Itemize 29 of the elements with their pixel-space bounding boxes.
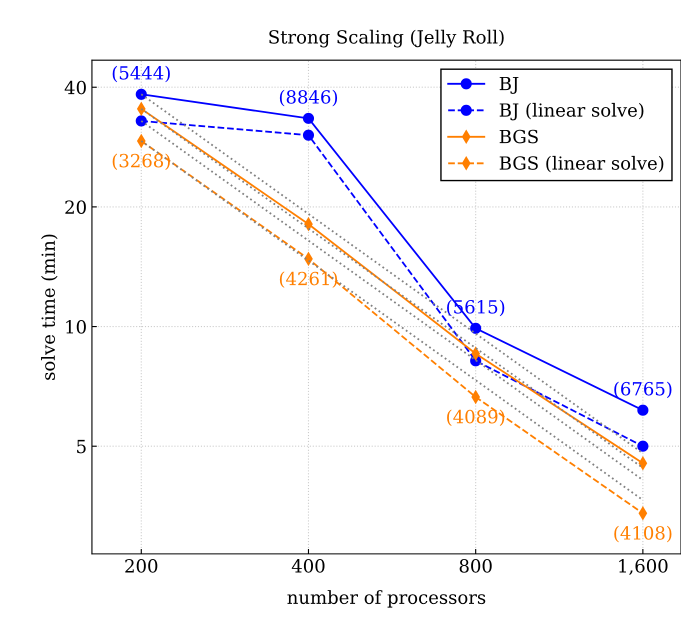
y-axis-title: solve time (min) xyxy=(41,234,58,380)
annotation: (5444) xyxy=(112,66,170,82)
legend-label: BJ (linear solve) xyxy=(500,102,644,120)
x-tick-label: 400 xyxy=(292,559,325,573)
annotation: (4261) xyxy=(280,271,338,288)
annotation: (6765) xyxy=(614,382,672,398)
annotation: (3268) xyxy=(112,153,170,170)
y-tick-label: 20 xyxy=(65,200,86,214)
legend-label: BGS (linear solve) xyxy=(500,156,664,172)
point xyxy=(302,112,314,124)
y-tick-label: 5 xyxy=(77,440,86,454)
point xyxy=(136,88,147,100)
x-tick-label: 200 xyxy=(125,559,158,573)
point xyxy=(637,440,648,452)
annotation: (4089) xyxy=(447,409,504,426)
legend-label: BJ xyxy=(500,76,518,94)
legend-label: BGS xyxy=(500,130,538,144)
y-tick-label: 40 xyxy=(64,80,86,94)
point xyxy=(637,404,648,416)
point xyxy=(302,130,314,141)
annotation: (8846) xyxy=(280,90,338,106)
x-tick-label: 1,600 xyxy=(619,559,668,575)
x-axis-title: number of processors xyxy=(287,590,486,608)
x-tick-label: 800 xyxy=(460,559,492,573)
annotation: (4108) xyxy=(614,526,672,542)
y-tick-label: 10 xyxy=(66,320,86,334)
point xyxy=(136,115,147,127)
point xyxy=(470,322,482,334)
chart-title: Strong Scaling (Jelly Roll) xyxy=(269,30,504,48)
